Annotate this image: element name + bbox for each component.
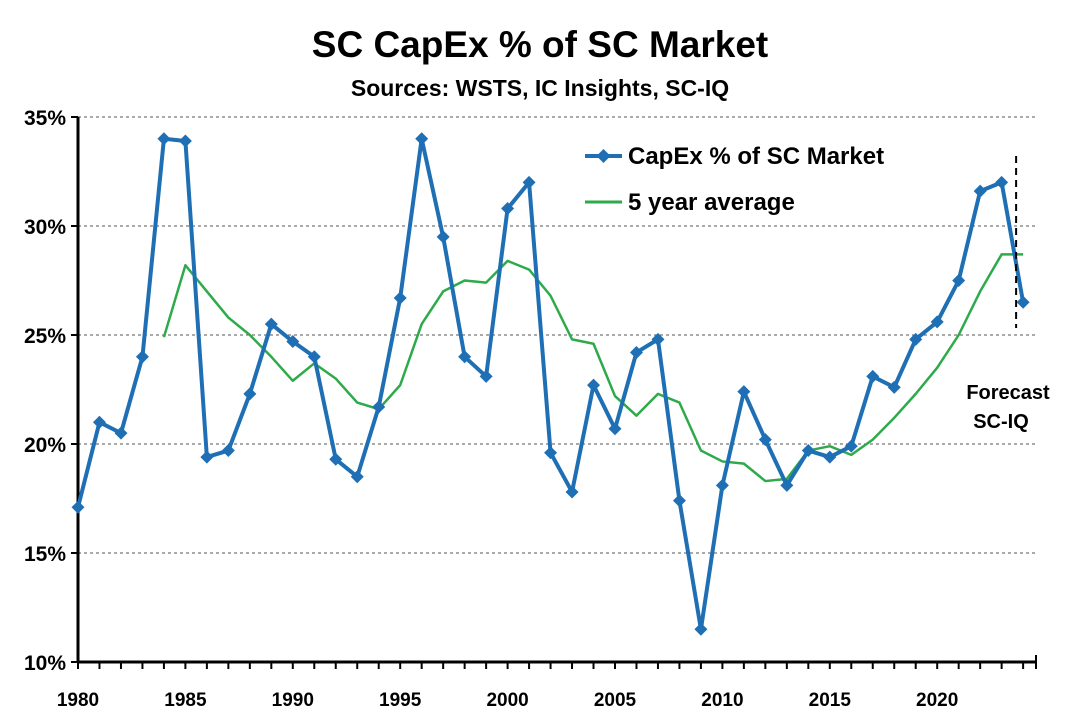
- data-point-2001: [522, 175, 536, 189]
- x-tick-label: 1995: [379, 690, 422, 711]
- forecast-source-label: SC-IQ: [973, 411, 1029, 433]
- data-point-1987: [221, 444, 235, 458]
- x-tick-label: 2015: [809, 690, 852, 711]
- series-line-5-year-average: [162, 253, 1024, 483]
- data-point-2016: [844, 439, 858, 453]
- legend: CapEx % of SC Market 5 year average: [585, 143, 884, 216]
- y-tick-label: 15%: [24, 543, 66, 566]
- data-point-2020: [930, 315, 944, 329]
- legend-item-average: 5 year average: [585, 189, 795, 216]
- data-point-2014: [801, 444, 815, 458]
- x-tick-label: 2000: [486, 690, 528, 711]
- data-point-2019: [909, 332, 923, 346]
- y-tick-label: 30%: [24, 216, 66, 239]
- data-point-2024: [1016, 295, 1030, 309]
- data-point-2004: [587, 378, 601, 392]
- data-point-2015: [823, 450, 837, 464]
- x-tick-label: 2005: [594, 690, 637, 711]
- x-tick-labels: 1980 1985 1990 1995 2000 2005 2010 2015 2020: [57, 655, 1037, 711]
- data-point-1999: [479, 369, 493, 383]
- x-tick-label: 1980: [57, 690, 99, 711]
- data-point-2007: [651, 332, 665, 346]
- data-point-2013: [780, 478, 794, 492]
- data-point-1995: [393, 291, 407, 305]
- legend-capex-marker: [596, 149, 611, 163]
- data-point-1998: [458, 350, 472, 364]
- series-line-capex: [76, 136, 1026, 632]
- data-point-1991: [307, 350, 321, 364]
- data-point-2011: [737, 385, 751, 399]
- legend-label-average: 5 year average: [628, 189, 795, 216]
- axes: [76, 117, 1036, 664]
- data-point-2010: [715, 478, 729, 492]
- data-point-1993: [350, 470, 364, 484]
- data-point-1986: [200, 450, 214, 464]
- data-point-2023: [995, 175, 1009, 189]
- capex-series: [71, 132, 1030, 636]
- x-tick-label: 2020: [916, 690, 958, 711]
- data-point-2006: [629, 345, 643, 359]
- data-point-2022: [973, 184, 987, 198]
- data-point-2017: [866, 369, 880, 383]
- y-tick-labels: 10% 15% 20% 25% 30% 35%: [24, 107, 78, 675]
- data-point-1981: [92, 415, 106, 429]
- x-tick-label: 1990: [272, 690, 314, 711]
- data-point-2003: [565, 485, 579, 499]
- chart-subtitle: Sources: WSTS, IC Insights, SC-IQ: [350, 75, 730, 101]
- grid-lines: [78, 116, 1036, 554]
- data-point-1996: [415, 132, 429, 146]
- y-tick-label: 25%: [24, 325, 66, 348]
- data-point-2002: [544, 446, 558, 460]
- y-tick-label: 35%: [24, 107, 66, 130]
- y-tick-label: 10%: [24, 652, 66, 675]
- data-point-1982: [114, 426, 128, 440]
- x-tick-label: 1985: [164, 690, 207, 711]
- data-point-2021: [952, 274, 966, 287]
- data-point-2008: [672, 494, 686, 508]
- forecast-annotation: Forecast SC-IQ: [966, 156, 1050, 433]
- average-series: [162, 253, 1024, 483]
- data-point-2000: [501, 202, 515, 216]
- chart-title: SC CapEx % of SC Market: [311, 24, 769, 65]
- data-point-1983: [135, 350, 149, 364]
- y-tick-label: 20%: [24, 434, 66, 457]
- data-point-1984: [157, 132, 171, 146]
- legend-item-capex: CapEx % of SC Market: [585, 143, 884, 170]
- data-point-1994: [372, 400, 386, 414]
- data-point-2009: [694, 622, 708, 636]
- data-point-1985: [178, 134, 192, 148]
- data-point-1989: [264, 317, 278, 331]
- data-point-1988: [243, 387, 257, 401]
- legend-label-capex: CapEx % of SC Market: [628, 143, 884, 170]
- forecast-label: Forecast: [966, 382, 1050, 404]
- data-point-2005: [608, 422, 622, 436]
- data-point-2012: [758, 433, 772, 447]
- data-point-2018: [887, 380, 901, 394]
- data-point-1992: [329, 452, 343, 466]
- x-tick-label: 2010: [701, 690, 743, 711]
- data-point-1990: [286, 335, 300, 349]
- data-point-1980: [71, 500, 85, 514]
- data-point-1997: [436, 230, 450, 244]
